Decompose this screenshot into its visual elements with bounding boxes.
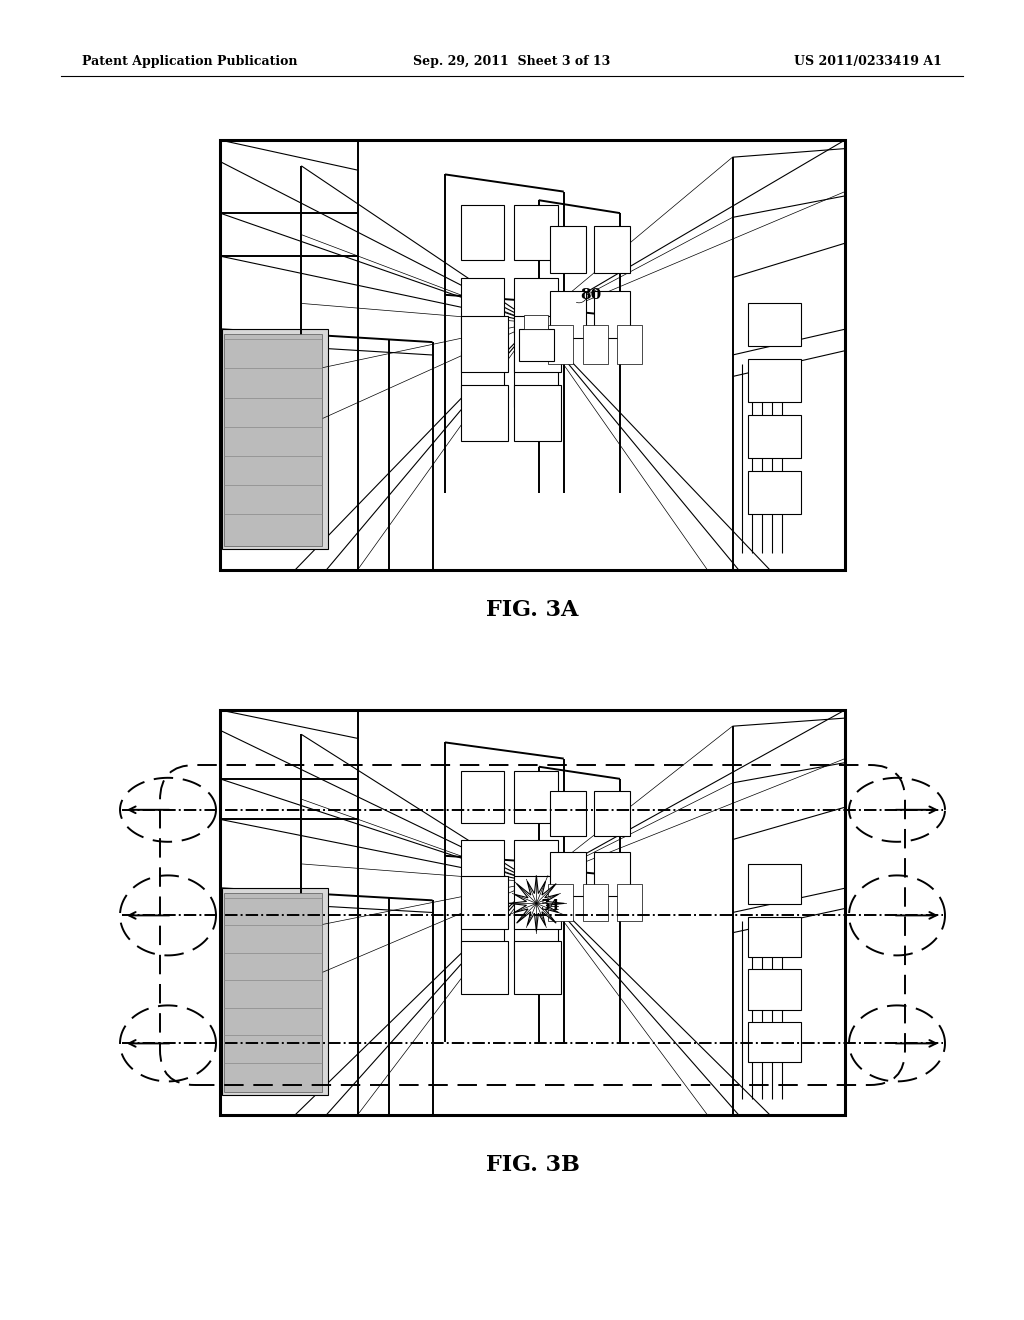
Text: FIG. 3A: FIG. 3A — [486, 599, 579, 620]
Bar — [749, 863, 801, 904]
Bar — [220, 140, 845, 570]
Bar — [524, 314, 549, 329]
Bar — [461, 277, 505, 334]
Bar — [514, 840, 557, 892]
Bar — [461, 908, 505, 961]
Bar — [548, 884, 573, 920]
Bar — [222, 888, 329, 1094]
Bar — [461, 876, 508, 929]
Bar — [550, 791, 587, 836]
Bar — [224, 334, 323, 545]
Polygon shape — [508, 875, 564, 932]
Bar — [220, 710, 845, 1115]
Bar — [224, 892, 323, 1092]
Bar — [461, 840, 505, 892]
Bar — [461, 205, 505, 260]
Bar — [583, 884, 607, 920]
Bar — [514, 205, 557, 260]
Bar — [514, 941, 560, 994]
Bar — [550, 851, 587, 896]
Bar — [550, 290, 587, 338]
Bar — [514, 277, 557, 334]
Bar — [548, 325, 573, 363]
Bar — [749, 916, 801, 957]
Bar — [616, 325, 642, 363]
Bar — [594, 791, 630, 836]
Text: Sep. 29, 2011  Sheet 3 of 13: Sep. 29, 2011 Sheet 3 of 13 — [414, 55, 610, 69]
Bar — [461, 941, 508, 994]
Text: Patent Application Publication: Patent Application Publication — [82, 55, 298, 69]
Bar — [461, 385, 508, 441]
Bar — [749, 471, 801, 513]
Bar — [514, 385, 560, 441]
Bar — [616, 884, 642, 920]
Bar — [514, 908, 557, 961]
Bar — [461, 317, 508, 372]
Bar — [583, 325, 607, 363]
Bar — [461, 351, 505, 407]
Bar — [519, 329, 554, 362]
Bar — [222, 329, 329, 549]
Bar — [594, 290, 630, 338]
Bar — [749, 416, 801, 458]
Text: 80: 80 — [580, 288, 601, 302]
Bar — [514, 351, 557, 407]
Bar — [594, 851, 630, 896]
Bar — [749, 304, 801, 346]
Bar — [594, 226, 630, 273]
Text: 54: 54 — [542, 899, 561, 913]
Bar — [749, 1022, 801, 1063]
Bar — [749, 359, 801, 403]
Bar — [550, 226, 587, 273]
Bar — [461, 771, 505, 824]
Bar — [514, 876, 560, 929]
Bar — [749, 969, 801, 1010]
Bar — [514, 771, 557, 824]
Text: FIG. 3B: FIG. 3B — [485, 1154, 580, 1176]
Text: US 2011/0233419 A1: US 2011/0233419 A1 — [795, 55, 942, 69]
Bar — [514, 317, 560, 372]
